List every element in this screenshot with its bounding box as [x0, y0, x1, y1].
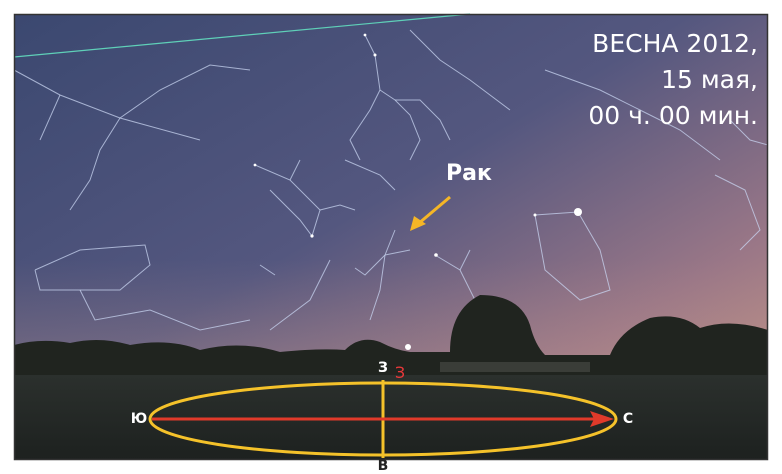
- caption-line: 15 мая,: [661, 65, 758, 94]
- constellation-label: Рак: [446, 161, 492, 186]
- compass-label: С: [623, 411, 633, 427]
- caption-line: 00 ч. 00 мин.: [588, 101, 758, 130]
- compass-marker: З: [395, 363, 405, 382]
- compass-label: В: [378, 458, 389, 474]
- scene: [14, 14, 768, 460]
- star-chart: ВЕСНА 2012, 15 мая, 00 ч. 00 мин. Рак З …: [0, 0, 782, 474]
- caption-line: ВЕСНА 2012,: [592, 29, 758, 58]
- village: [440, 362, 590, 372]
- compass-label: Ю: [131, 411, 147, 427]
- compass-label: З: [378, 360, 388, 376]
